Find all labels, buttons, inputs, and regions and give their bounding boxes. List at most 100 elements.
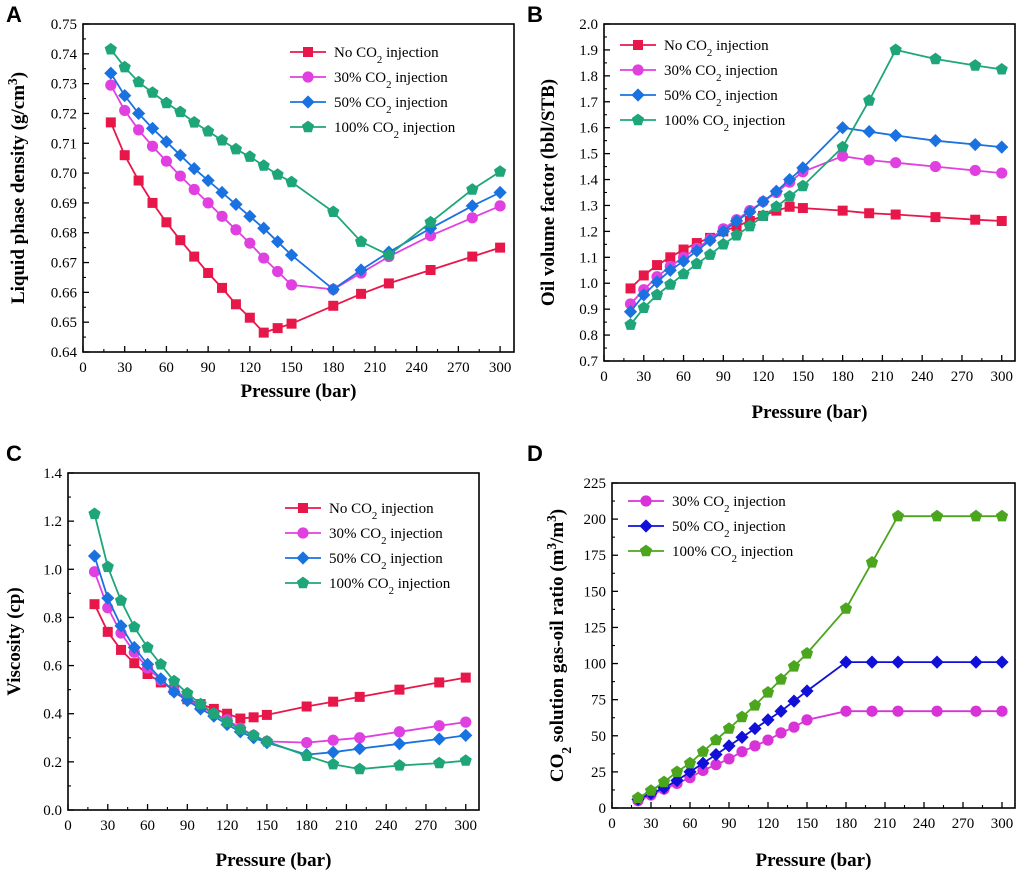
data-point	[840, 705, 852, 717]
legend-label-part: 50% CO	[329, 551, 381, 567]
data-point	[969, 59, 982, 71]
data-point	[261, 709, 272, 720]
x-tick-label: 240	[405, 360, 428, 376]
legend-label-part: 2	[716, 97, 721, 109]
legend-label: 30% CO2 injection	[329, 526, 443, 547]
legend-label: No CO2 injection	[664, 38, 769, 59]
data-point	[105, 79, 117, 91]
data-point	[201, 173, 215, 188]
data-point	[297, 527, 309, 539]
data-point	[119, 104, 131, 117]
data-point	[244, 312, 255, 323]
data-point	[633, 40, 643, 50]
x-tick-label: 0	[600, 369, 608, 385]
legend-entry: No CO2 injection	[285, 501, 434, 522]
legend-entry: 30% CO2 injection	[285, 526, 443, 547]
data-point	[839, 602, 853, 614]
legend-label-part: 2	[389, 585, 394, 597]
data-point	[640, 495, 652, 507]
data-point	[229, 142, 242, 155]
y-tick-label: 225	[584, 476, 607, 492]
y-tick-label: 0.70	[51, 166, 77, 182]
data-point	[863, 154, 875, 166]
legend-label-part: injection	[712, 38, 769, 54]
data-point	[677, 267, 690, 280]
data-point	[433, 720, 445, 732]
data-point	[257, 159, 270, 171]
data-point	[243, 150, 256, 162]
legend-label-part: injection	[387, 526, 444, 542]
y-tick-label: 0.68	[51, 226, 77, 242]
legend-label-part: 50% CO	[672, 519, 724, 535]
x-tick-label: 270	[447, 360, 470, 376]
x-tick-label: 270	[415, 818, 438, 834]
legend-label: 50% CO2 injection	[672, 519, 786, 540]
legend-label: 100% CO2 injection	[329, 576, 451, 597]
series-4	[104, 42, 507, 261]
y-axis-label-part: /m	[547, 522, 568, 544]
legend-label-part: 30% CO	[672, 494, 724, 510]
legend-label-part: 2	[724, 528, 729, 540]
data-point	[889, 43, 902, 56]
x-tick-label: 240	[913, 816, 936, 832]
data-point	[466, 183, 479, 195]
legend-entry: 30% CO2 injection	[620, 63, 778, 84]
data-point	[623, 305, 638, 319]
data-point	[229, 197, 243, 211]
data-point	[247, 729, 260, 741]
data-point	[272, 323, 283, 334]
data-point	[221, 715, 234, 728]
y-axis-label: Oil volume factor (bbl/STB)	[538, 79, 559, 306]
data-point	[644, 784, 658, 796]
x-tick-label: 120	[752, 369, 775, 385]
data-point	[271, 168, 284, 180]
data-point	[787, 660, 801, 672]
y-tick-label: 1.0	[579, 276, 598, 292]
y-tick-label: 1.9	[579, 43, 598, 59]
data-point	[207, 707, 220, 719]
y-axis-label-part: Liquid phase density (g/cm	[8, 85, 29, 304]
data-point	[127, 640, 141, 655]
data-point	[864, 208, 875, 219]
data-point	[189, 251, 200, 262]
data-point	[132, 75, 145, 88]
legend-entry: 50% CO2 injection	[628, 519, 786, 540]
y-axis-label: Liquid phase density (g/cm3)	[5, 72, 30, 304]
data-point	[930, 509, 944, 522]
data-point	[637, 288, 651, 302]
x-tick-label: 270	[952, 816, 975, 832]
data-point	[704, 248, 717, 260]
series-line	[629, 126, 1002, 313]
x-tick-label: 180	[295, 818, 318, 834]
x-tick-label: 180	[835, 816, 858, 832]
data-point	[670, 773, 684, 788]
data-point	[717, 237, 730, 250]
y-axis-label-part: 3	[5, 78, 20, 85]
y-tick-label: 0.7	[579, 354, 598, 370]
x-tick-label: 120	[239, 360, 262, 376]
series-4	[624, 43, 1008, 330]
data-point	[424, 230, 437, 242]
data-point	[770, 200, 783, 212]
y-axis-label-group: Oil volume factor (bbl/STB)	[538, 79, 559, 306]
legend-label: 50% CO2 injection	[664, 88, 778, 109]
y-tick-label: 1.6	[579, 121, 598, 137]
y-axis-label: CO2 solution gas-oil ratio (m3/m3)	[544, 509, 574, 782]
data-point	[302, 71, 314, 83]
data-point	[301, 701, 312, 712]
legend-label-part: injection	[392, 95, 449, 111]
legend-label-part: 2	[394, 129, 399, 141]
legend-label-part: injection	[399, 120, 456, 136]
legend-label-part: injection	[737, 544, 794, 560]
data-point	[836, 121, 850, 135]
x-tick-label: 60	[140, 818, 155, 834]
data-point	[119, 150, 130, 161]
data-point	[303, 47, 313, 57]
data-point	[203, 267, 214, 278]
legend-label-part: No CO	[334, 45, 377, 61]
legend-label-part: 100% CO	[334, 120, 394, 136]
data-point	[638, 270, 649, 281]
y-tick-label: 0.65	[51, 315, 77, 331]
chart-panel-b: B 0 30 60 90 120 150 180 210 240 270 300 0.7 0.8 0.9 1.…	[527, 2, 1016, 423]
